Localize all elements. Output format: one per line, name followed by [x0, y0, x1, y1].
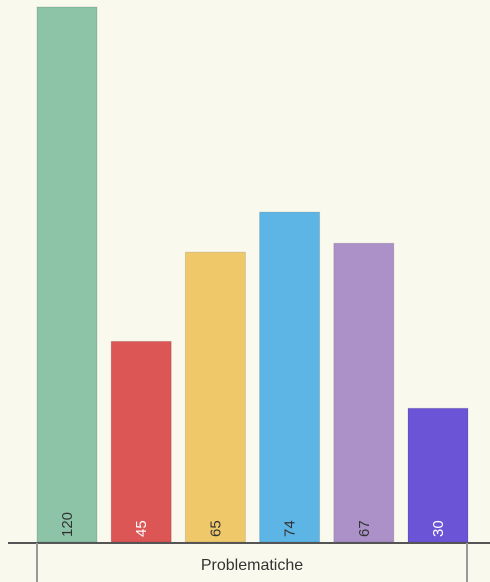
bar[interactable]: [333, 242, 395, 543]
x-axis-label: Problematiche: [201, 557, 303, 574]
bar-value-label: 120: [59, 512, 76, 537]
bar[interactable]: [407, 407, 469, 543]
bar-value-label: 45: [133, 520, 150, 537]
bar-value-label: 30: [430, 520, 447, 537]
bar-value-label: 67: [356, 520, 373, 537]
bar[interactable]: [184, 251, 246, 543]
bar-value-label: 65: [207, 520, 224, 537]
bar[interactable]: [110, 340, 172, 543]
bar-value-label: 74: [282, 520, 299, 537]
bars-group: 120 45 65 74 67 30: [36, 6, 469, 543]
bar[interactable]: [259, 211, 321, 543]
bar[interactable]: [36, 6, 98, 543]
axis-group: Problematiche: [8, 542, 490, 582]
